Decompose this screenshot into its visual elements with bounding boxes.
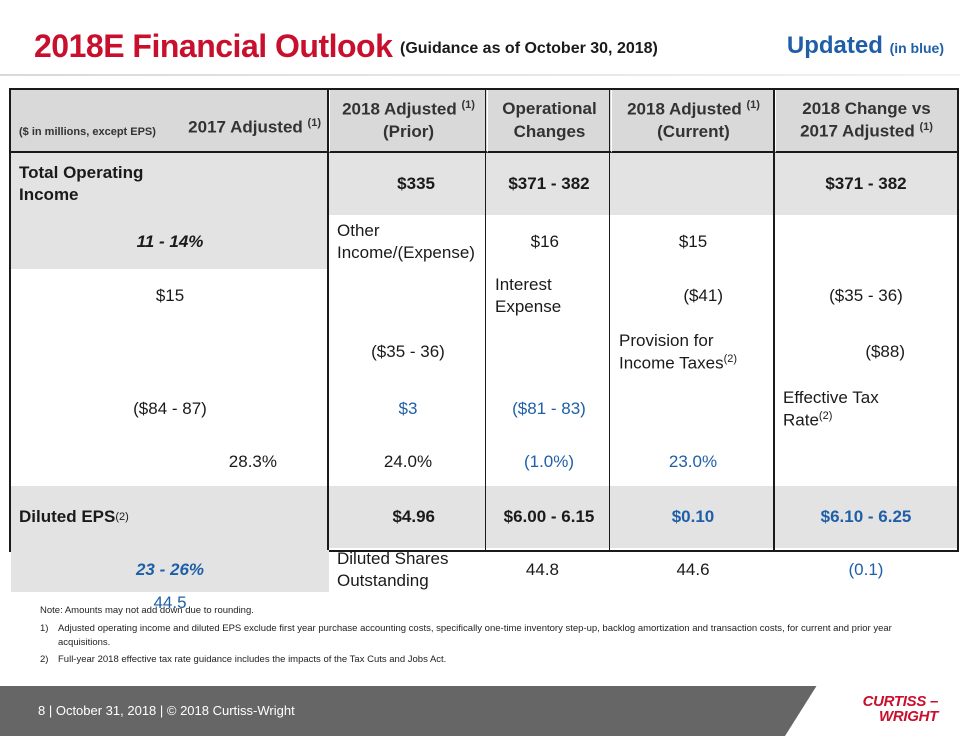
updated-label: Updated xyxy=(786,32,883,59)
header-change-line2: 2017 Adjusted xyxy=(800,121,915,141)
table-cell: $0.10 xyxy=(611,486,775,548)
header-2017-adjusted: 2017 Adjusted (1) xyxy=(188,116,321,139)
footer-bar: 8 | October 31, 2018 | © 2018 Curtiss-Wr… xyxy=(0,686,960,736)
units-note: ($ in millions, except EPS) xyxy=(19,125,156,138)
table-cell: 23.0% xyxy=(668,451,718,471)
header-2018-prior: 2018 Adjusted (1) (Prior) xyxy=(329,90,487,153)
footnote-1: 1) Adjusted operating income and diluted… xyxy=(40,622,920,650)
table-cell xyxy=(775,215,957,269)
table-cell: $3 xyxy=(398,399,418,419)
row-label-text: Diluted EPS xyxy=(19,506,116,526)
table-cell: ($88) xyxy=(865,341,905,361)
row-label-text: Diluted Shares Outstanding xyxy=(337,549,449,591)
table-cell: ($35 - 36) xyxy=(371,341,445,361)
header-change-line1: 2018 Change vs xyxy=(802,99,931,119)
row-label-text: Interest Expense xyxy=(495,274,562,316)
header-operational-line2: Changes xyxy=(513,121,586,141)
row-label: Effective Tax Rate(2) xyxy=(775,381,957,438)
logo-line-1: CURTISS – xyxy=(862,693,939,710)
table-cell: $6.00 - 6.15 xyxy=(487,486,611,548)
header-2018-current: 2018 Adjusted (1) (Current) xyxy=(611,90,775,153)
row-label-sup: (2) xyxy=(115,510,129,523)
header-2018-prior-line1: 2018 Adjusted xyxy=(342,99,457,119)
header-2017-sup: (1) xyxy=(307,117,321,130)
table-cell xyxy=(611,381,775,438)
table-cell: 24.0% xyxy=(383,451,433,471)
footnote-2: 2) Full-year 2018 effective tax rate gui… xyxy=(40,653,920,667)
table-cell: ($84 - 87) xyxy=(133,399,207,419)
table-grid: ($ in millions, except EPS) 2017 Adjuste… xyxy=(11,90,957,614)
header-2018-current-line2: (Current) xyxy=(657,121,730,141)
table-cell: 44.5 xyxy=(153,593,187,613)
table-cell: 44.8 xyxy=(525,560,559,580)
row-label-text: Other Income/(Expense) xyxy=(337,220,475,262)
row-label-sup: (2) xyxy=(723,352,738,365)
table-cell xyxy=(775,438,957,486)
column-divider xyxy=(485,90,486,550)
curtiss-wright-logo: CURTISS – WRIGHT xyxy=(862,693,939,725)
row-label: Interest Expense xyxy=(487,269,611,323)
footnote-number: 1) xyxy=(40,622,49,634)
table-cell: $371 - 382 xyxy=(487,153,611,215)
header-2018-current-line1: 2018 Adjusted xyxy=(627,99,742,119)
rounding-note: Note: Amounts may not add down due to ro… xyxy=(40,605,254,616)
header-operational-changes: Operational Changes xyxy=(487,90,611,153)
table-cell: 28.3% xyxy=(228,451,277,471)
footnote-text: Full-year 2018 effective tax rate guidan… xyxy=(58,654,447,666)
table-cell: 23 - 26% xyxy=(11,548,329,593)
table-cell xyxy=(11,323,329,381)
table-cell: (1.0%) xyxy=(523,451,575,471)
footnotes: Note: Amounts may not add down due to ro… xyxy=(40,604,920,667)
table-cell: $6.10 - 6.25 xyxy=(775,486,957,548)
footnote-number: 2) xyxy=(40,654,49,666)
header-2017-text: 2017 Adjusted xyxy=(188,117,303,137)
row-label: Other Income/(Expense) xyxy=(329,215,487,269)
table-cell: ($81 - 83) xyxy=(512,399,586,419)
header-2018-current-sup: (1) xyxy=(746,99,760,112)
table-cell: 11 - 14% xyxy=(11,215,329,269)
row-label-text: Provision for Income Taxes xyxy=(619,330,724,373)
logo-area: CURTISS – WRIGHT xyxy=(785,686,960,736)
header-change-vs-2017: 2018 Change vs 2017 Adjusted (1) xyxy=(775,90,957,153)
column-divider xyxy=(327,90,329,550)
row-label: Diluted Shares Outstanding xyxy=(329,548,487,592)
table-cell: ($41) xyxy=(683,285,723,305)
footer-text: 8 | October 31, 2018 | © 2018 Curtiss-Wr… xyxy=(38,703,295,718)
header-2018-prior-line2: (Prior) xyxy=(382,121,434,141)
table-cell: ($35 - 36) xyxy=(829,285,903,305)
updated-legend: Updated (in blue) xyxy=(787,32,944,60)
header-change-sup: (1) xyxy=(919,121,933,134)
footnote-text: Adjusted operating income and diluted EP… xyxy=(58,622,892,648)
table-cell xyxy=(611,153,775,215)
table-cell: 44.6 xyxy=(676,560,710,580)
table-cell: $371 - 382 xyxy=(775,153,957,215)
logo-line-2: WRIGHT xyxy=(878,708,938,725)
row-label-text: Total Operating Income xyxy=(19,162,144,204)
table-cell: (0.1) xyxy=(848,560,884,580)
column-divider xyxy=(609,90,610,550)
row-label-text: Effective Tax Rate xyxy=(783,388,879,430)
header-2018-prior-sup: (1) xyxy=(461,99,475,112)
header-operational-line1: Operational xyxy=(502,99,597,119)
header-cell-2017: ($ in millions, except EPS) 2017 Adjuste… xyxy=(11,90,329,153)
table-cell xyxy=(487,323,611,381)
column-divider xyxy=(773,90,775,550)
outlook-table: ($ in millions, except EPS) 2017 Adjuste… xyxy=(9,88,959,612)
title-row: 2018E Financial Outlook (Guidance as of … xyxy=(34,24,944,68)
table-cell: $15 xyxy=(155,285,185,305)
title-divider xyxy=(0,74,960,76)
table-cell: $15 xyxy=(678,231,708,251)
row-label-wrap: Effective Tax Rate(2) xyxy=(783,387,903,432)
row-label-wrap: Provision for Income Taxes(2) xyxy=(619,330,759,375)
row-label: Provision for Income Taxes(2) xyxy=(611,323,775,381)
page-subtitle: (Guidance as of October 30, 2018) xyxy=(400,40,658,57)
table-cell: $16 xyxy=(530,231,559,251)
row-label-sup: (2) xyxy=(818,410,833,423)
page-title: 2018E Financial Outlook xyxy=(34,28,393,64)
updated-note: (in blue) xyxy=(889,40,944,56)
